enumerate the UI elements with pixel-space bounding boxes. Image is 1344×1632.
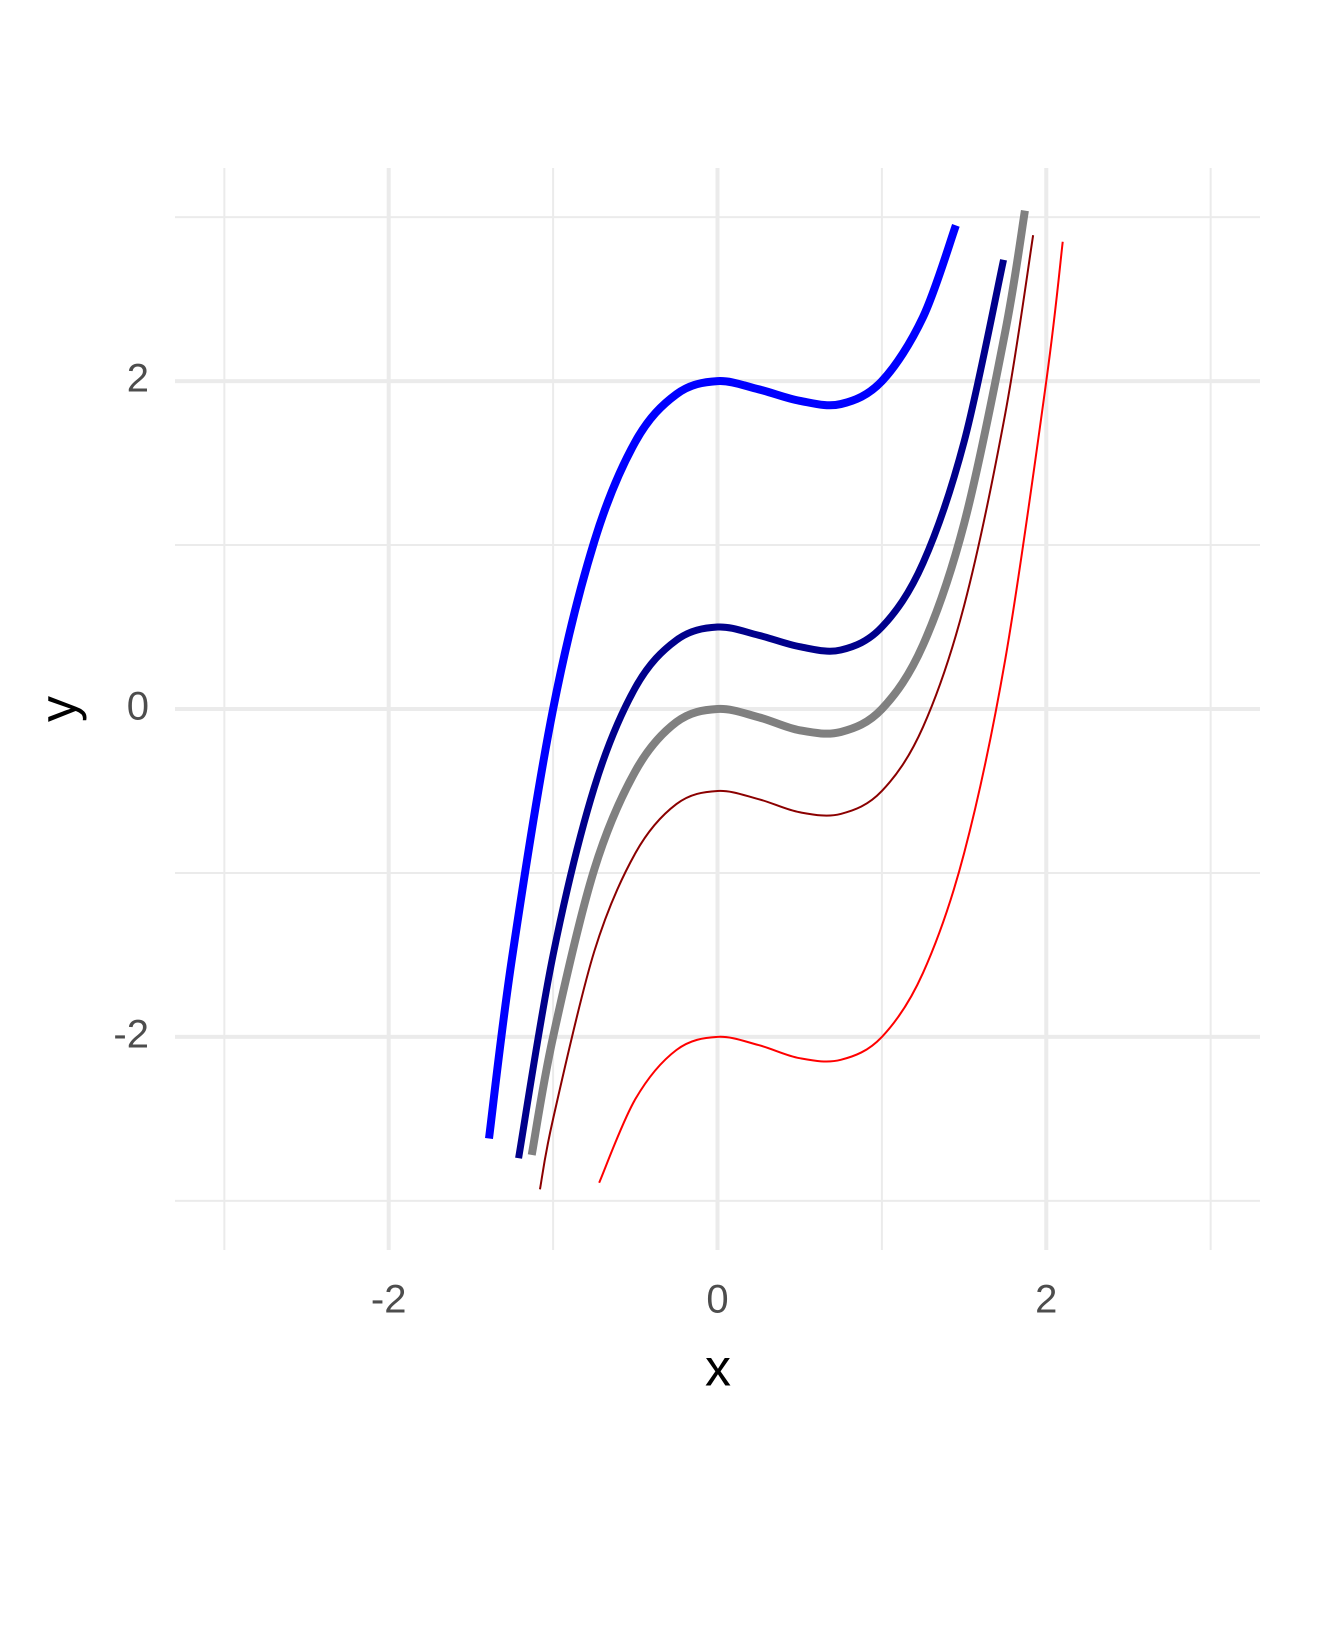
curve	[598, 241, 1064, 1184]
curve	[538, 235, 1035, 1190]
y-tick-label: 0	[127, 685, 149, 729]
curve	[515, 259, 1007, 1159]
y-tick-label: -2	[113, 1012, 149, 1056]
x-tick-label: -2	[371, 1278, 407, 1322]
curve	[527, 209, 1029, 1156]
x-axis-title: x	[705, 1340, 731, 1398]
x-tick-label: 0	[706, 1278, 728, 1322]
y-tick-label: 2	[127, 357, 149, 401]
y-axis-title: y	[30, 696, 88, 722]
x-tick-label: 2	[1035, 1278, 1057, 1322]
curve	[485, 224, 960, 1140]
